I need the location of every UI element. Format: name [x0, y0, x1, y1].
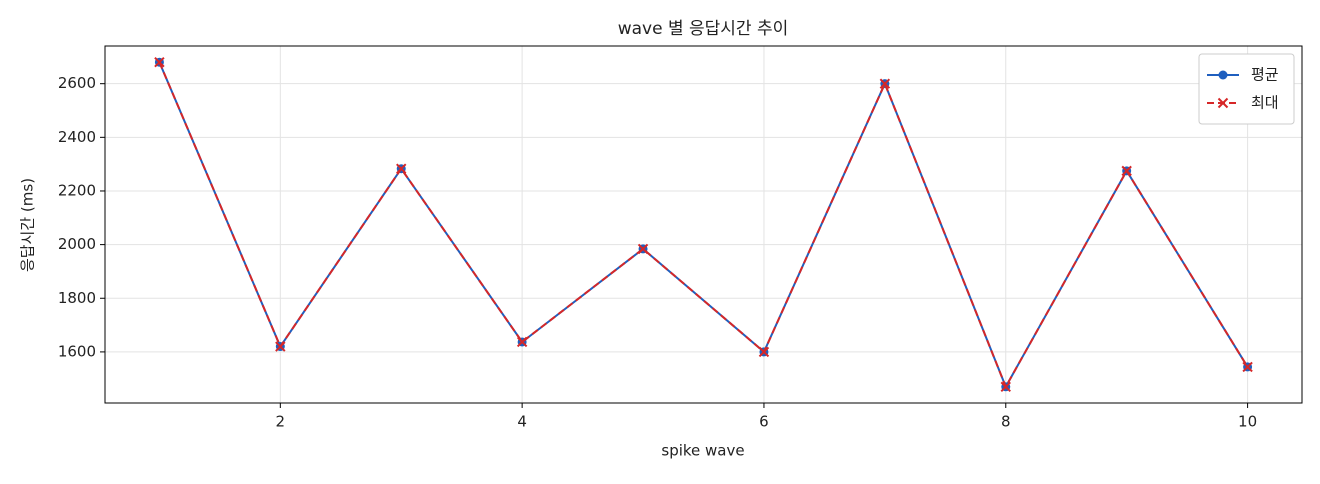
- marker: [516, 336, 528, 348]
- marker: [154, 57, 165, 68]
- marker: [1121, 165, 1132, 177]
- y-tick-label: 1600: [58, 342, 96, 360]
- legend-label: 평균: [1251, 66, 1279, 84]
- y-tick-label: 2400: [58, 128, 96, 146]
- legend-box: [1198, 53, 1295, 125]
- marker: [758, 346, 770, 358]
- legend-marker: [1218, 70, 1228, 80]
- legend-marker: [1217, 97, 1229, 109]
- marker: [879, 78, 891, 89]
- marker: [637, 243, 649, 255]
- marker: [1000, 381, 1011, 392]
- x-axis-label: spike wave: [661, 442, 744, 460]
- data-line: [158, 61, 1249, 390]
- marker: [275, 341, 286, 352]
- marker: [396, 163, 407, 174]
- data-line: [158, 61, 1249, 390]
- y-axis-label: 응답시간 (ms): [19, 178, 37, 272]
- x-tick-label: 4: [517, 413, 527, 431]
- x-tick-label: 6: [759, 413, 769, 431]
- y-tick-label: 2000: [58, 235, 96, 253]
- marker: [1242, 361, 1253, 373]
- chart-title: wave 별 응답시간 추이: [618, 19, 789, 39]
- plot-frame: [104, 45, 1303, 404]
- y-tick-label: 1800: [58, 289, 96, 307]
- x-tick-label: 2: [276, 413, 286, 431]
- x-tick-label: 10: [1238, 413, 1257, 431]
- x-tick-label: 8: [1001, 413, 1011, 431]
- y-tick-label: 2600: [58, 74, 96, 92]
- legend-label: 최대: [1251, 94, 1279, 112]
- y-tick-label: 2200: [58, 181, 96, 199]
